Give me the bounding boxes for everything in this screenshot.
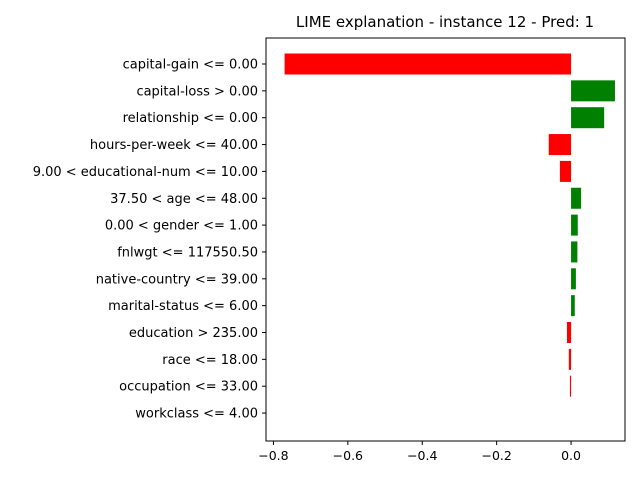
- plot-frame: [265, 37, 626, 442]
- category-label: education > 235.00: [129, 326, 258, 341]
- category-label: 37.50 < age <= 48.00: [110, 192, 258, 207]
- category-labels: capital-gain <= 0.00 capital-loss > 0.00 r…: [33, 58, 266, 422]
- bar-11: [568, 348, 572, 370]
- category-label: capital-gain <= 0.00: [123, 58, 258, 73]
- bar-4: [559, 160, 572, 182]
- category-label: fnlwgt <= 117550.50: [117, 245, 258, 260]
- category-label: 0.00 < gender <= 1.00: [105, 219, 258, 234]
- bar-2: [571, 107, 605, 129]
- category-label: occupation <= 33.00: [119, 380, 258, 395]
- bar-8: [571, 268, 576, 290]
- x-tick-label: −0.2: [481, 448, 511, 463]
- bars-layer: [284, 53, 615, 424]
- x-axis: −0.8 −0.6 −0.4 −0.2 0.0: [258, 441, 581, 463]
- bar-3: [548, 134, 572, 156]
- bar-1: [571, 80, 615, 102]
- category-label: marital-status <= 6.00: [108, 299, 258, 314]
- bar-5: [571, 187, 582, 209]
- bar-7: [571, 241, 578, 263]
- bar-10: [566, 322, 572, 343]
- x-tick-label: −0.6: [333, 448, 363, 463]
- category-label: race <= 18.00: [162, 353, 258, 368]
- category-label: native-country <= 39.00: [96, 272, 258, 287]
- bar-0: [284, 53, 572, 75]
- x-tick-label: 0.0: [561, 448, 581, 463]
- category-label: hours-per-week <= 40.00: [90, 138, 258, 153]
- chart-title: LIME explanation - instance 12 - Pred: 1: [296, 13, 594, 31]
- category-label: relationship <= 0.00: [123, 111, 258, 126]
- category-label: 9.00 < educational-num <= 10.00: [33, 165, 258, 180]
- bar-6: [571, 214, 578, 236]
- x-tick-label: −0.4: [407, 448, 437, 463]
- bar-9: [571, 295, 575, 317]
- category-label: capital-loss > 0.00: [136, 84, 258, 99]
- x-tick-label: −0.8: [258, 448, 288, 463]
- category-label: workclass <= 4.00: [135, 407, 258, 422]
- bar-12: [569, 375, 572, 397]
